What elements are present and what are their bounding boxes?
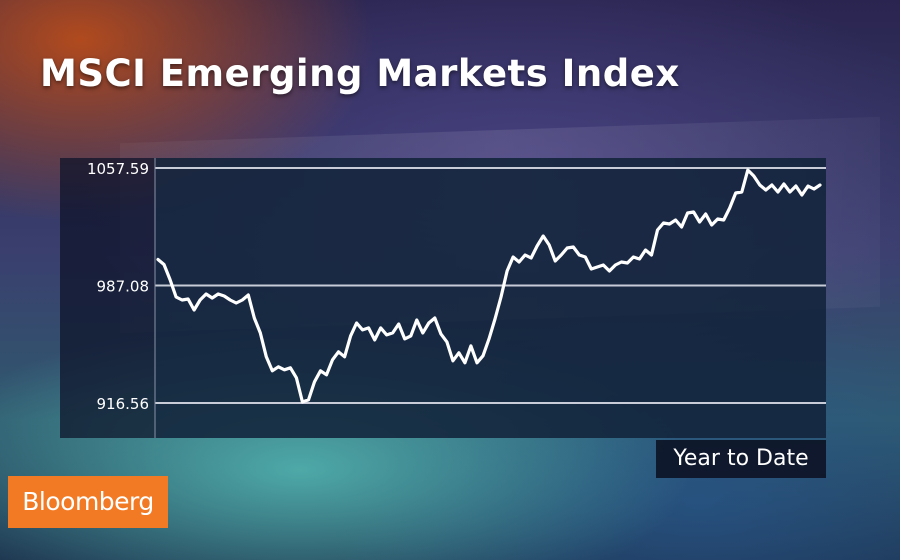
plot-area bbox=[155, 158, 826, 438]
series-line-0 bbox=[156, 168, 822, 404]
y-tick-label: 987.08 bbox=[97, 277, 150, 295]
series-layer bbox=[156, 168, 822, 404]
y-tick-label: 916.56 bbox=[97, 395, 150, 413]
time-range-label: Year to Date bbox=[656, 440, 826, 478]
chart-title: MSCI Emerging Markets Index bbox=[40, 52, 680, 95]
gridlines bbox=[154, 158, 826, 438]
y-tick-label: 1057.59 bbox=[87, 160, 149, 178]
bloomberg-logo: Bloomberg bbox=[8, 476, 168, 528]
y-tick-labels: 1057.59 987.08 916.56 bbox=[87, 160, 149, 413]
